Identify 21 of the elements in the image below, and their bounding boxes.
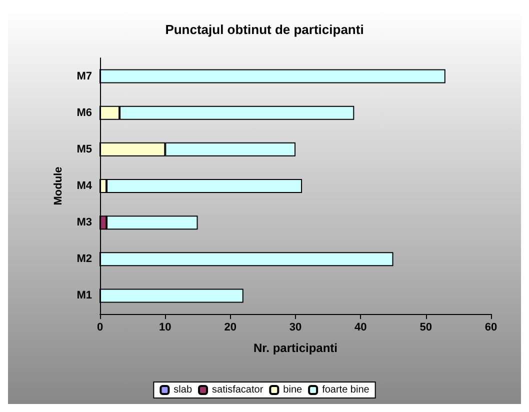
x-tick-label: 60 <box>484 322 498 334</box>
chart-title: Punctajul obtinut de participanti <box>165 22 364 37</box>
y-tick-label: M7 <box>76 70 92 82</box>
x-tick-label: 10 <box>159 322 172 334</box>
x-axis-title: Nr. participanti <box>253 341 338 355</box>
y-tick-label: M6 <box>76 106 92 119</box>
legend-label: foarte bine <box>322 384 370 396</box>
y-tick-label: M2 <box>76 253 92 266</box>
legend-label: slab <box>174 384 192 396</box>
y-tick-label: M1 <box>76 290 92 302</box>
y-tick-label: M5 <box>76 143 92 156</box>
legend-label: satisfacator <box>212 384 264 396</box>
y-tick-label: M3 <box>76 216 92 229</box>
x-tick-label: 20 <box>224 322 236 334</box>
x-tick-label: 0 <box>96 322 104 334</box>
y-tick-label: M4 <box>76 180 93 192</box>
x-tick-label: 30 <box>289 322 302 334</box>
x-tick-label: 40 <box>354 322 367 334</box>
y-axis-title: Module <box>52 166 64 206</box>
legend-label: bine <box>283 384 302 396</box>
x-tick-label: 50 <box>420 322 432 334</box>
